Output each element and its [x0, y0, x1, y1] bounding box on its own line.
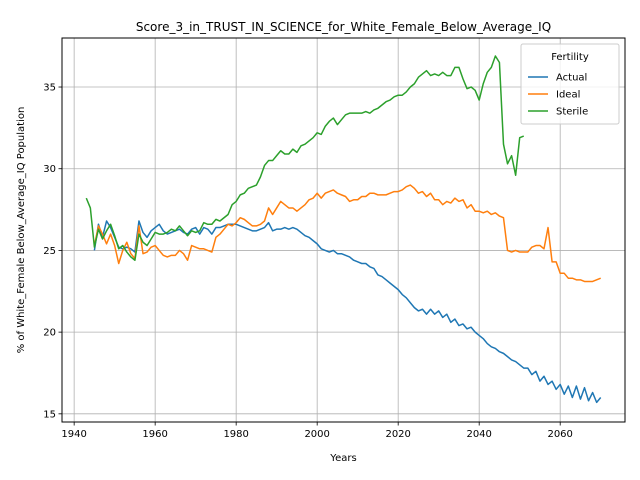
grid-lines [62, 38, 625, 422]
y-tick-label: 35 [43, 83, 56, 94]
x-tick-label: 2040 [466, 429, 491, 440]
x-tick-label: 1940 [61, 429, 86, 440]
legend-title: Fertility [551, 52, 589, 63]
legend-label-sterile: Sterile [556, 107, 588, 118]
y-tick-label: 20 [43, 328, 56, 339]
y-axis-label: % of White_Female Below_Average_IQ Popul… [16, 107, 27, 354]
x-tick-label: 2060 [547, 429, 572, 440]
y-axis-ticks: 15 20 25 30 35 [43, 83, 62, 420]
series-line-actual [93, 220, 602, 404]
legend-label-ideal: Ideal [556, 90, 580, 101]
series-line-sterile [85, 55, 525, 261]
x-axis-label: Years [329, 453, 356, 464]
y-tick-label: 30 [43, 164, 56, 175]
legend-label-actual: Actual [556, 73, 587, 84]
y-tick-label: 15 [43, 409, 56, 420]
x-tick-label: 2000 [304, 429, 329, 440]
chart-title: Score_3_in_TRUST_IN_SCIENCE_for_White_Fe… [136, 20, 551, 34]
legend: Fertility Actual Ideal Sterile [520, 43, 620, 125]
x-tick-label: 1980 [223, 429, 248, 440]
series-lines [85, 55, 602, 404]
x-tick-label: 1960 [142, 429, 167, 440]
plot-frame [61, 37, 626, 423]
series-line-ideal [93, 184, 601, 283]
legend-box [520, 43, 620, 125]
y-tick-label: 25 [43, 246, 56, 257]
x-axis-ticks: 1940 1960 1980 2000 2020 2040 2060 [61, 422, 573, 440]
x-tick-label: 2020 [385, 429, 410, 440]
